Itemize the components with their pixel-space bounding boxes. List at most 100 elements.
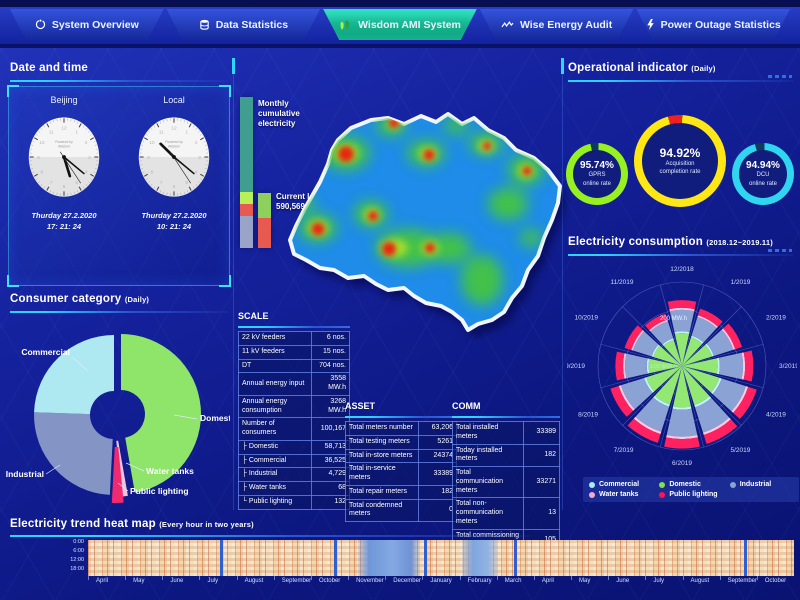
heatmap-month-label: August [690,578,710,584]
rose-sector-layer [667,300,697,310]
rose-sector-layer [623,353,627,379]
clock-city-label: Beijing [50,95,78,105]
cell-value: 100,167 [311,417,350,441]
heatmap-month-label: July [653,578,665,584]
legend-label: Water tanks [599,491,639,498]
clock-local: Local 1 2 3 4 5 6 7 8 9 10 11 12 Powered by Wisdom Th… [119,87,229,285]
gauge-label: GPRS [588,172,606,179]
pie-slice-water-tanks [116,440,128,497]
heatmap-month-label: May [133,578,145,584]
rose-month-label: 3/2019 [779,363,797,370]
scale-table-underline [238,326,350,328]
cell-label: └ Public lighting [237,494,313,510]
tab-system-overview[interactable]: System Overview [10,9,164,40]
heatmap-month-label: February [467,578,492,584]
tab-data-statistics[interactable]: Data Statistics [167,9,321,40]
rose-sector-layer [651,344,660,357]
heatmap-cool-patch [462,540,498,576]
legend-label: Commercial [599,481,640,488]
corner-accent [7,275,19,287]
operational-panel-title: Operational indicator (Daily) [568,62,716,74]
gauge-label: DCU [756,172,770,179]
legend-item-public-lighting: Public lighting [659,491,729,498]
heatmap-month-label: March [504,578,522,584]
heatmap-month-ticks [88,576,794,580]
tab-label: Data Statistics [215,18,289,31]
rose-month-label: 11/2019 [610,279,633,286]
tab-wise-energy-audit[interactable]: Wise Energy Audit [480,9,634,40]
tab-power-outage-statistics[interactable]: Power Outage Statistics [636,9,790,40]
svg-text:11: 11 [159,130,164,136]
rose-sector-layer [691,335,704,344]
svg-text:7: 7 [160,180,163,186]
heatmap-month-label: August [244,578,264,584]
legend-dot [729,481,736,488]
rose-sector-layer [646,358,650,374]
table-row: Total communication meters 33271 [452,465,561,499]
cell-value: 3558 MW.h [311,372,350,396]
gauge-acquisition-completion-rate: 94.92% Acquisition completion rate [634,115,726,207]
rose-sector-layer [698,308,723,327]
heatmap-panel-title: Electricity trend heat map (Every hour i… [10,518,254,530]
pie-slice-domestic [121,334,202,493]
rose-radial-label-200: 200 MW.h [660,316,687,322]
rose-sector-layer [615,351,625,381]
datetime-panel: Beijing 1 2 3 4 5 6 7 8 9 10 11 12 Powered by Wisdom … [7,85,231,287]
cell-value: 15 nos. [311,344,350,360]
tab-wisdom-ami-system[interactable]: Wisdom AMI System [323,9,477,40]
svg-text:1: 1 [75,130,78,136]
gauge-value: 94.94% [746,160,780,172]
clock-time: 17: 21: 24 [46,222,82,231]
legend-label: Domestic [669,481,701,488]
rose-sector-layer [654,366,682,405]
gauge-icon [35,19,46,30]
cell-label: Total installed meters [452,421,524,445]
current-load-label: Current load 590,569 kW [276,192,324,211]
cell-value: 68 [311,481,350,496]
cell-value: 4,729 [311,467,350,482]
svg-text:5: 5 [75,180,78,186]
rose-sector-layer [635,397,670,432]
consumer-panel-title: Consumer category (Daily) [10,293,150,305]
cell-label: Annual energy consumption [237,394,313,419]
rose-sector-layer [706,329,734,356]
cell-value: 5261 [418,434,457,450]
cell-label: 11 kV feeders [237,344,313,360]
heatmap-month-label: September [281,578,312,584]
pie-label: Public lighting [130,486,189,496]
bar-segment [240,192,253,205]
heatmap-underline [10,535,530,537]
cell-label: Total in-service meters [344,462,420,486]
heatmap-month-axis: April May June July August September October No… [88,578,794,590]
table-row: ├ Commercial 36,525 [237,453,350,469]
table-row: Total meters number 63,206 [344,421,457,436]
cell-value: 0 [418,498,457,522]
rose-sector-layer [682,358,718,374]
consumer-pie-chart: Commercial Domestic Industrial Water tanks P… [6,334,230,503]
table-row: Total in-service meters 33389 [344,462,457,486]
rose-sector-layer [664,437,700,449]
rose-sector-layer [721,328,736,350]
cell-value: 24374 [418,448,457,464]
heatmap-month-label: November [356,578,384,584]
right-column-divider [561,58,564,510]
rose-sector-layer [718,352,744,380]
bar-segment [258,217,271,248]
rose-sector-layer [741,352,746,380]
scale-table-title: SCALE [238,311,269,321]
svg-text:12: 12 [61,126,67,132]
rose-sector-layer [703,419,738,444]
database-icon [199,19,210,30]
legend-item-industrial: Industrial [729,481,793,488]
svg-text:10: 10 [39,140,45,146]
heatmap-month-label: April [541,578,554,584]
rose-sector-layer [666,434,698,440]
svg-text:1: 1 [185,130,188,136]
rose-sector-layer [682,344,713,366]
table-row: Total repair meters 182 [344,484,457,500]
svg-text:3: 3 [88,155,91,161]
consumption-underline [568,254,794,256]
legend-item-commercial: Commercial [589,481,659,488]
cell-label: Today installed meters [452,443,524,467]
